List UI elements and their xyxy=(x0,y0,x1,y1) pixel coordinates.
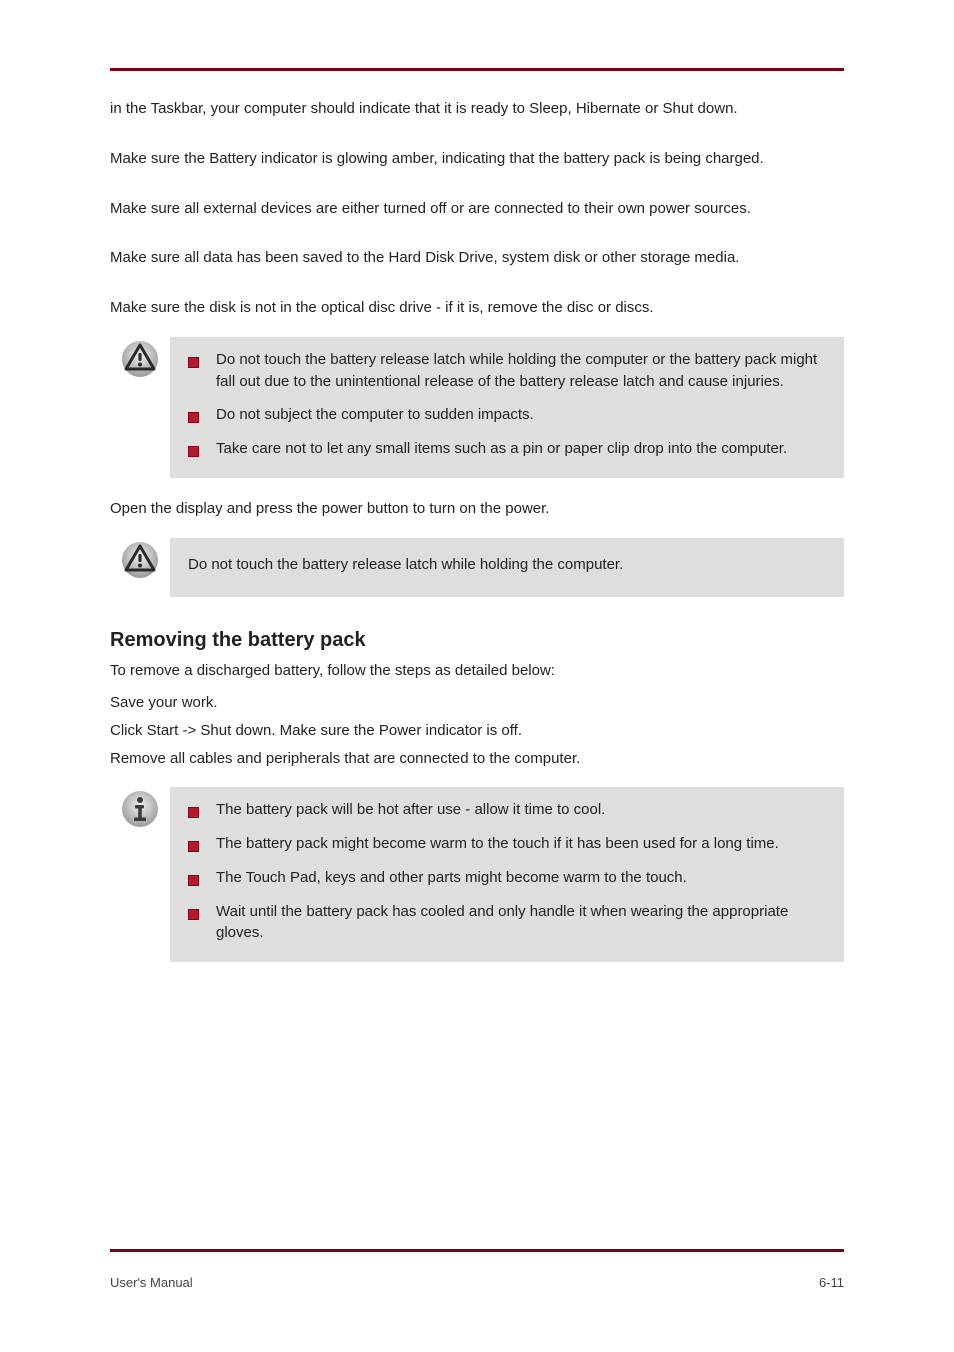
list-item: Wait until the battery pack has cooled a… xyxy=(188,901,826,945)
footer-right: 6-11 xyxy=(819,1275,844,1290)
list-item-text: Do not touch the battery release latch w… xyxy=(216,351,817,390)
page: in the Taskbar, your computer should ind… xyxy=(0,0,954,1352)
list-item-text: Do not subject the computer to sudden im… xyxy=(216,406,534,423)
bullet-icon xyxy=(188,803,199,814)
footer: User's Manual 6-11 xyxy=(110,1275,844,1290)
heading-removing-battery: Removing the battery pack xyxy=(110,629,844,652)
list-item-text: The Touch Pad, keys and other parts migh… xyxy=(216,869,687,886)
paragraph: in the Taskbar, your computer should ind… xyxy=(110,98,844,120)
caution-text: Do not touch the battery release latch w… xyxy=(188,550,826,580)
list-item: Do not subject the computer to sudden im… xyxy=(188,404,826,426)
bullet-icon xyxy=(188,442,199,453)
list-item: The battery pack might become warm to th… xyxy=(188,833,826,855)
list-item: Take care not to let any small items suc… xyxy=(188,438,826,460)
info-list: The battery pack will be hot after use -… xyxy=(188,799,826,944)
list-item: The Touch Pad, keys and other parts migh… xyxy=(188,867,826,889)
paragraph: Make sure all data has been saved to the… xyxy=(110,247,844,269)
warning-icon xyxy=(110,538,170,580)
caution-panel: Do not touch the battery release latch w… xyxy=(170,538,844,598)
caution-callout: Do not touch the battery release latch w… xyxy=(110,538,844,598)
list-item: Do not touch the battery release latch w… xyxy=(188,349,826,393)
info-icon xyxy=(110,787,170,829)
warning-icon xyxy=(110,337,170,379)
info-callout: The battery pack will be hot after use -… xyxy=(110,787,844,962)
list-item: The battery pack will be hot after use -… xyxy=(188,799,826,821)
list-item-text: Wait until the battery pack has cooled a… xyxy=(216,903,788,942)
warning-callout: Do not touch the battery release latch w… xyxy=(110,337,844,478)
main-content: in the Taskbar, your computer should ind… xyxy=(110,98,844,962)
bullet-icon xyxy=(188,837,199,848)
step: Open the display and press the power but… xyxy=(110,498,844,520)
paragraph: Make sure the disk is not in the optical… xyxy=(110,297,844,319)
paragraph: Make sure all external devices are eithe… xyxy=(110,198,844,220)
step: Remove all cables and peripherals that a… xyxy=(110,748,844,770)
paragraph: Make sure the Battery indicator is glowi… xyxy=(110,148,844,170)
step: Click Start -> Shut down. Make sure the … xyxy=(110,720,844,742)
bullet-icon xyxy=(188,871,199,882)
list-item-text: Take care not to let any small items suc… xyxy=(216,440,787,457)
info-panel: The battery pack will be hot after use -… xyxy=(170,787,844,962)
list-item-text: The battery pack might become warm to th… xyxy=(216,835,779,852)
bottom-rule xyxy=(110,1249,844,1252)
bullet-icon xyxy=(188,353,199,364)
list-item-text: The battery pack will be hot after use -… xyxy=(216,801,605,818)
step: Save your work. xyxy=(110,692,844,714)
bullet-icon xyxy=(188,905,199,916)
top-rule xyxy=(110,68,844,71)
warning-list: Do not touch the battery release latch w… xyxy=(188,349,826,460)
footer-left: User's Manual xyxy=(110,1275,193,1290)
bullet-icon xyxy=(188,408,199,419)
warning-panel: Do not touch the battery release latch w… xyxy=(170,337,844,478)
paragraph: To remove a discharged battery, follow t… xyxy=(110,660,844,682)
